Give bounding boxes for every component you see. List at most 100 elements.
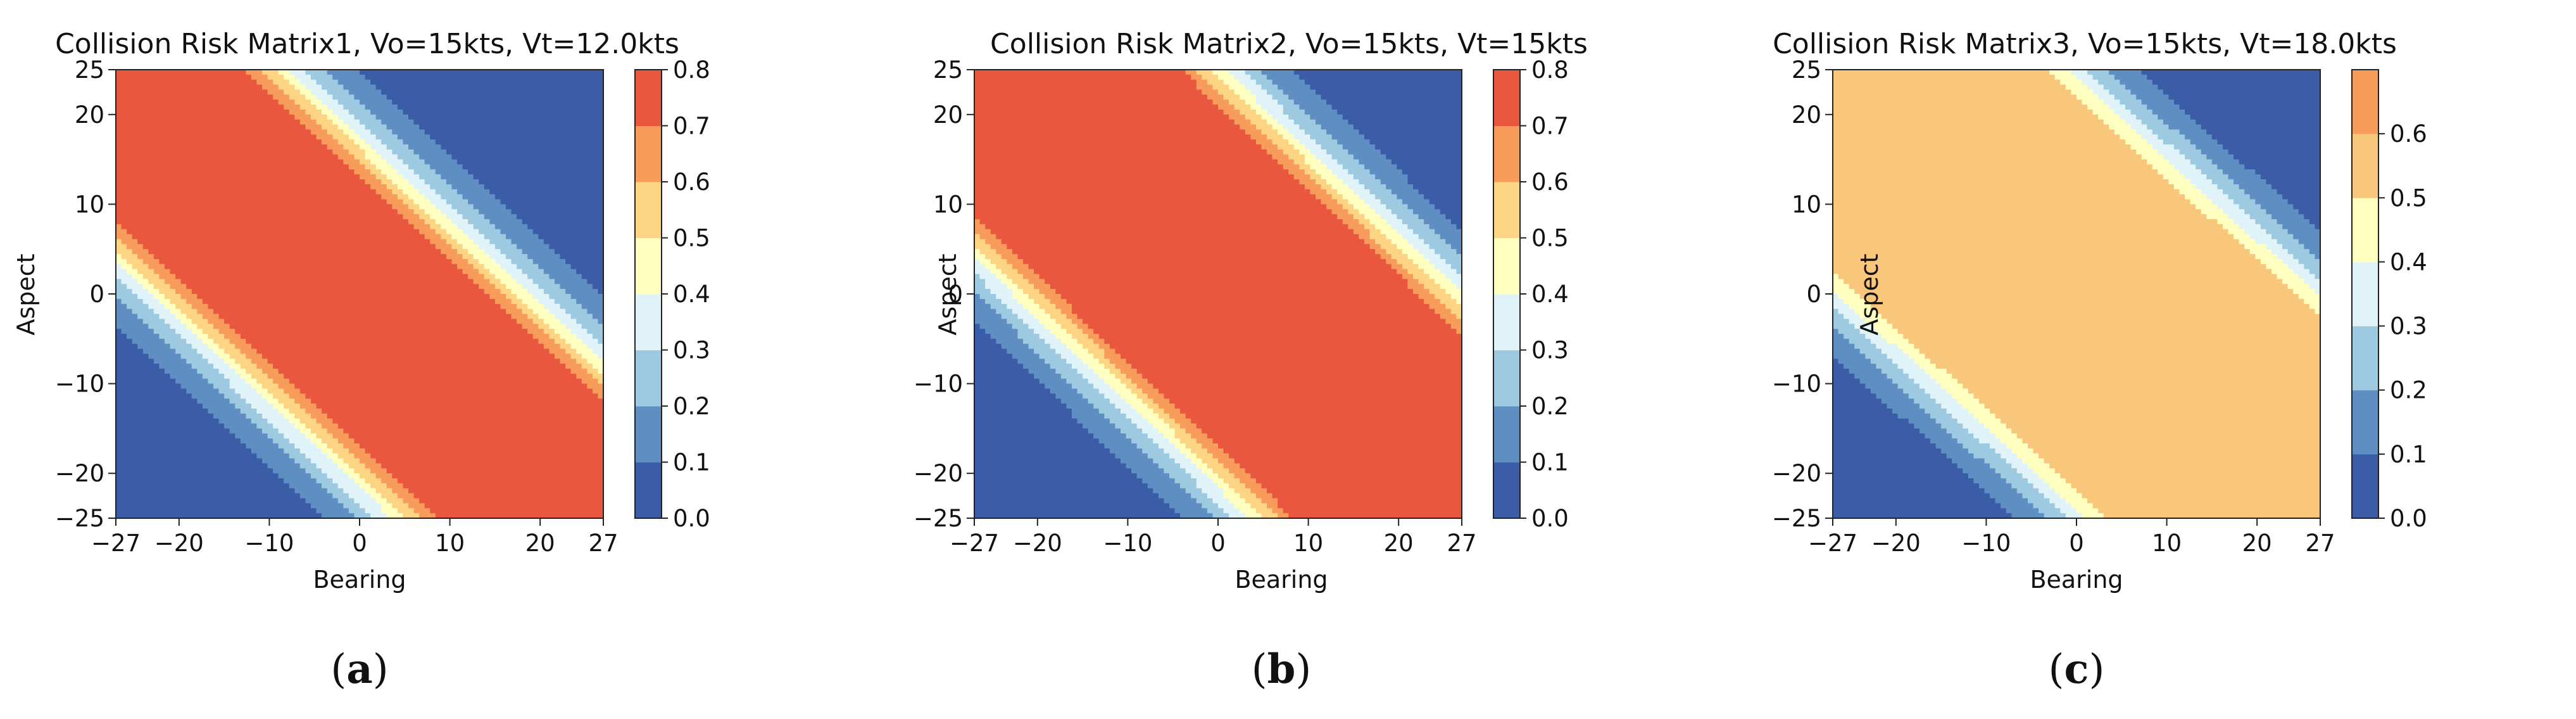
contour-cell [273,84,279,91]
contour-cell [278,274,284,279]
contour-cell [311,453,317,459]
contour-cell [392,294,398,300]
contour-cell [186,184,192,190]
contour-cell [408,174,415,180]
contour-cell [354,279,360,284]
contour-cell [142,314,149,319]
contour-cell [262,333,268,340]
contour-cell [316,433,322,439]
contour-cell [278,343,284,350]
contour-cell [229,468,236,474]
contour-cell [413,114,420,120]
contour-cell [294,329,301,334]
contour-cell [121,114,127,120]
contour-cell [218,139,225,145]
contour-cell [235,129,241,135]
contour-cell [294,199,301,205]
contour-cell [294,383,301,390]
contour-cell [170,378,176,385]
contour-cell [278,264,284,270]
contour-cell [256,369,263,374]
contour-cell [197,408,203,414]
contour-cell [267,493,273,499]
contour-cell [348,483,355,489]
contour-cell [159,364,165,369]
contour-cell [294,428,301,434]
contour-cell [142,478,149,484]
contour-cell [251,249,258,255]
contour-cell [299,99,306,105]
contour-cell [348,298,355,305]
contour-cell [348,438,355,444]
contour-cell [337,418,344,424]
contour-cell [381,423,387,429]
contour-cell [153,159,160,165]
contour-cell [337,503,344,509]
contour-cell [337,408,344,414]
contour-cell [381,453,387,459]
contour-cell [121,269,127,275]
contour-cell [354,498,360,504]
contour-cell [191,284,198,290]
contour-cell [381,204,387,210]
contour-cell [408,378,415,385]
contour-cell [408,279,415,284]
contour-cell [213,144,220,150]
contour-cell [354,209,360,215]
contour-cell [213,324,220,329]
contour-cell [322,309,328,315]
contour-cell [289,189,295,195]
contour-cell [305,70,311,75]
contour-cell [375,114,382,120]
contour-cell [202,149,209,155]
contour-cell [386,423,393,429]
contour-cell [365,294,371,300]
contour-cell [235,70,241,75]
contour-cell [229,129,236,135]
contour-cell [153,84,160,91]
contour-cell [165,493,171,499]
contour-cell [392,493,398,499]
contour-cell [191,199,198,205]
contour-cell [240,199,246,205]
contour-cell [197,478,203,484]
contour-cell [311,319,317,324]
contour-cell [159,338,165,345]
contour-cell [392,329,398,334]
contour-cell [381,483,387,489]
contour-cell [408,194,415,200]
contour-cell [240,324,246,329]
contour-cell [240,204,246,210]
contour-cell [327,413,333,419]
contour-cell [375,383,382,390]
contour-cell [284,463,290,469]
contour-cell [246,224,252,230]
contour-cell [375,493,382,499]
contour-cell [294,79,301,86]
contour-cell [284,303,290,310]
contour-cell [116,209,122,215]
contour-cell [316,324,322,329]
contour-cell [397,468,404,474]
contour-cell [175,194,182,200]
contour-cell [337,383,344,390]
contour-cell [246,398,252,404]
contour-cell [224,478,230,484]
contour-cell [159,303,165,310]
contour-cell [170,189,176,195]
contour-cell [235,79,241,86]
contour-cell [127,244,133,250]
contour-cell [294,239,301,245]
contour-cell [332,353,339,359]
contour-cell [386,139,393,145]
contour-cell [165,279,171,284]
contour-cell [360,70,366,75]
contour-cell [381,463,387,469]
contour-cell [180,448,187,454]
contour-cell [218,269,225,275]
contour-cell [370,199,377,205]
contour-cell [305,483,311,489]
contour-cell [262,398,268,404]
contour-cell [218,503,225,509]
contour-cell [375,79,382,86]
